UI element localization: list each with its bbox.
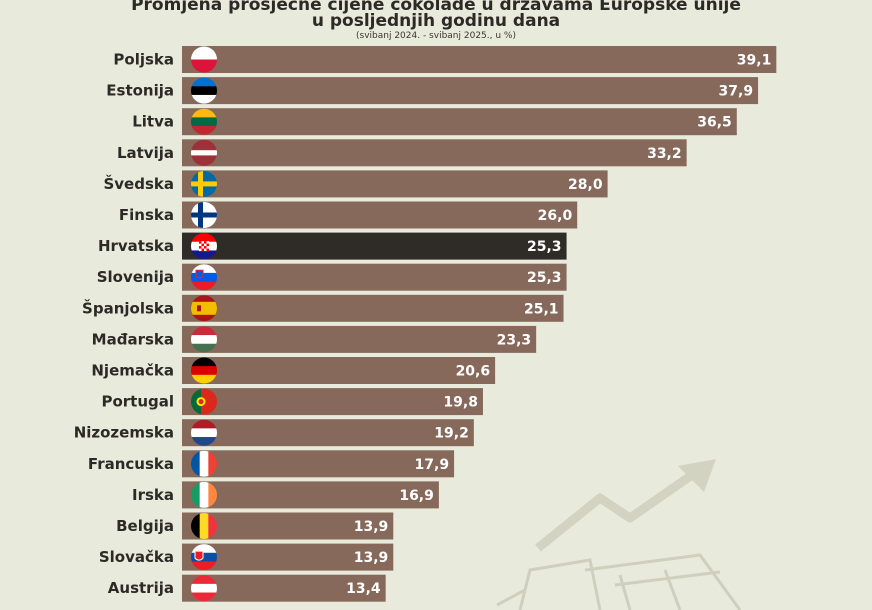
- flag-icon: [191, 513, 217, 539]
- category-label: Belgija: [116, 517, 174, 535]
- flag-icon: [191, 46, 217, 73]
- chart-title-line2: u posljednjih godinu dana: [311, 11, 561, 31]
- bar: [182, 108, 737, 136]
- flag-icon: [191, 77, 217, 104]
- value-label: 25,1: [524, 301, 559, 317]
- value-label: 19,2: [434, 426, 469, 442]
- chocolate-icon: [496, 553, 742, 610]
- value-label: 37,9: [719, 84, 754, 100]
- value-label: 13,9: [354, 550, 389, 566]
- bar-row: Finska 26,0: [119, 201, 578, 229]
- value-label: 16,9: [399, 488, 434, 504]
- category-label: Njemačka: [91, 362, 174, 380]
- category-label: Latvija: [117, 144, 174, 162]
- flag-icon: [191, 233, 217, 260]
- bar: [182, 263, 567, 291]
- flag-icon: [191, 388, 217, 415]
- category-label: Estonija: [106, 82, 174, 100]
- category-label: Poljska: [113, 51, 174, 69]
- category-label: Litva: [132, 113, 174, 131]
- value-label: 33,2: [647, 146, 682, 162]
- flag-icon: [191, 575, 217, 602]
- bar-row: Litva 36,5: [132, 108, 737, 136]
- category-label: Irska: [132, 486, 174, 504]
- bar-row: Latvija 33,2: [117, 139, 687, 167]
- bar-row: Hrvatska 25,3: [98, 232, 567, 260]
- category-label: Francuska: [88, 455, 174, 473]
- chart-title-line1: Promjena prosječne cijene čokolade u drž…: [131, 0, 741, 15]
- bar-row: Njemačka 20,6: [91, 357, 496, 384]
- category-label: Portugal: [101, 393, 174, 411]
- value-label: 26,0: [538, 208, 573, 224]
- value-label: 25,3: [527, 239, 562, 255]
- value-label: 23,3: [497, 332, 532, 348]
- bar-row: Švedska 28,0: [103, 170, 608, 198]
- category-label: Austrija: [108, 579, 174, 597]
- value-label: 20,6: [456, 364, 491, 380]
- value-label: 19,8: [443, 395, 478, 411]
- bar-row: Nizozemska 19,2: [74, 419, 474, 447]
- flag-icon: [191, 108, 217, 135]
- category-label: Finska: [119, 206, 174, 224]
- flag-icon: [191, 357, 217, 384]
- category-label: Švedska: [103, 174, 174, 193]
- bar: [182, 232, 567, 260]
- category-label: Španjolska: [82, 298, 174, 317]
- bar: [182, 46, 777, 73]
- bar: [182, 357, 496, 384]
- bar-row: Irska 16,9: [132, 481, 439, 509]
- flag-icon: [191, 295, 217, 322]
- category-label: Slovačka: [99, 548, 174, 566]
- flag-icon: [191, 450, 217, 477]
- value-label: 17,9: [415, 457, 450, 473]
- bar: [182, 543, 394, 571]
- category-label: Hrvatska: [98, 237, 174, 255]
- flag-icon: [191, 419, 217, 446]
- bar-row: Mađarska 23,3: [92, 325, 537, 353]
- value-label: 13,4: [346, 581, 381, 597]
- bar: [182, 419, 474, 447]
- decoration-group: [496, 459, 742, 610]
- value-label: 39,1: [737, 53, 772, 69]
- bar: [182, 170, 608, 198]
- bar: [182, 325, 537, 353]
- bar-row: Estonija 37,9: [106, 77, 759, 105]
- bar: [182, 201, 578, 229]
- bar: [182, 388, 483, 416]
- flag-icon: [191, 202, 217, 228]
- bar: [182, 512, 394, 540]
- flag-icon: [191, 170, 217, 197]
- value-label: 28,0: [568, 177, 603, 193]
- flag-icon: [191, 481, 217, 508]
- bar-row: Austrija 13,4: [108, 574, 386, 602]
- category-label: Slovenija: [97, 268, 174, 286]
- bar: [182, 139, 687, 167]
- chart-subtitle: (svibanj 2024. - svibanj 2025., u %): [356, 31, 516, 41]
- trend-arrow-icon: [535, 464, 705, 552]
- flag-icon: [191, 264, 217, 291]
- bar-row: Slovenija 25,3: [97, 263, 567, 291]
- bar-row: Portugal 19,8: [101, 388, 483, 416]
- trend-arrowhead-icon: [678, 459, 716, 492]
- flag-icon: [191, 544, 217, 571]
- value-label: 13,9: [354, 519, 389, 535]
- bar: [182, 481, 439, 509]
- flag-icon: [191, 326, 217, 353]
- bar-row: Slovačka 13,9: [99, 543, 394, 571]
- value-label: 36,5: [697, 115, 732, 131]
- flag-icon: [191, 139, 217, 166]
- category-label: Mađarska: [92, 330, 174, 348]
- bar-row: Francuska 17,9: [88, 450, 455, 478]
- bar-row: Španjolska 25,1: [82, 294, 564, 322]
- bar: [182, 77, 759, 105]
- value-label: 25,3: [527, 270, 562, 286]
- bar: [182, 450, 455, 478]
- category-label: Nizozemska: [74, 424, 174, 442]
- bar: [182, 294, 564, 322]
- bar-row: Belgija 13,9: [116, 512, 394, 540]
- bar-row: Poljska 39,1: [113, 46, 777, 73]
